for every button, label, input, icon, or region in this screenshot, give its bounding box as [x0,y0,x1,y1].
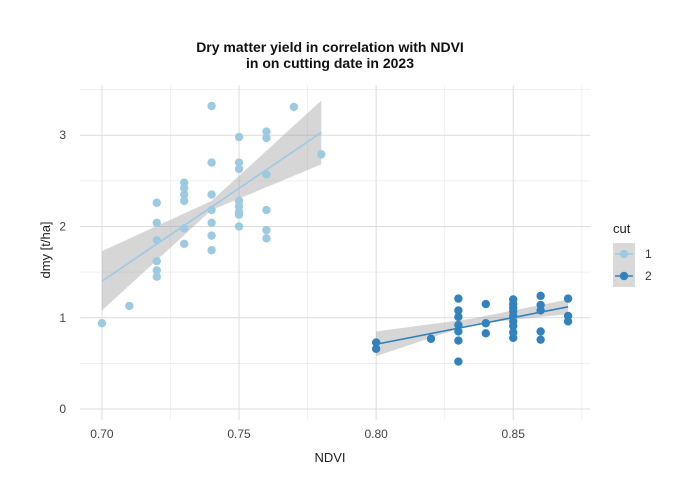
data-point-cut-1 [207,231,216,240]
fit-line-cut-2 [375,306,569,346]
fit-lines [101,131,569,346]
legend: cut 1 2 [613,221,652,287]
data-point-cut-2 [454,357,463,366]
data-point-cut-1 [152,218,161,228]
data-point-cut-2 [536,327,545,336]
data-point-cut-1 [152,272,161,281]
y-axis-ticks: 0 1 2 3 [59,128,66,416]
y-axis-title: dmy [t/ha] [38,221,53,278]
confidence-ribbon-cut-1 [101,100,322,311]
data-point-cut-2 [509,321,518,331]
x-tick-label: 0.85 [502,427,526,441]
data-point-cut-2 [481,329,491,338]
data-point-cut-1 [125,301,134,311]
data-point-cut-1 [152,266,161,275]
data-point-cut-1 [179,196,189,206]
data-points [97,101,573,366]
data-point-cut-2 [481,299,491,309]
data-point-cut-2 [563,317,573,326]
data-point-cut-1 [179,190,189,199]
y-tick-label: 3 [59,128,66,142]
data-point-cut-2 [563,294,573,303]
legend-title: cut [613,221,631,236]
legend-label-cut-1: 1 [645,247,652,261]
data-point-cut-1 [207,246,216,255]
data-point-cut-2 [509,333,518,343]
data-point-cut-1 [234,222,244,231]
legend-key-point [619,249,629,259]
y-tick-label: 0 [59,402,66,416]
x-tick-label: 0.75 [227,427,251,441]
data-point-cut-1 [152,198,161,207]
data-point-cut-1 [262,127,271,136]
data-point-cut-1 [234,164,244,174]
data-point-cut-2 [454,312,463,322]
legend-key-point [619,271,629,281]
data-point-cut-1 [152,256,161,266]
data-point-cut-2 [454,336,463,345]
chart-title-line-1: Dry matter yield in correlation with NDV… [196,39,464,55]
data-point-cut-1 [234,158,244,167]
x-tick-label: 0.80 [364,427,388,441]
data-point-cut-2 [536,291,545,301]
data-point-cut-1 [317,150,326,159]
data-point-cut-1 [179,183,189,193]
data-point-cut-1 [207,101,216,111]
legend-label-cut-2: 2 [645,269,652,283]
data-point-cut-1 [262,225,271,235]
data-point-cut-1 [262,133,271,143]
data-point-cut-1 [234,132,244,142]
grid-major [80,85,590,420]
data-point-cut-2 [454,294,463,303]
chart-title-line-2: in on cutting date in 2023 [246,55,414,71]
x-axis-ticks: 0.70 0.75 0.80 0.85 [90,427,525,441]
confidence-ribbon-cut-2 [376,299,569,357]
data-point-cut-1 [97,319,107,328]
x-tick-label: 0.70 [90,427,114,441]
fit-line-cut-1 [101,131,322,282]
x-axis-title: NDVI [314,450,345,465]
data-point-cut-1 [179,239,189,249]
data-point-cut-2 [426,334,436,343]
y-tick-label: 1 [59,311,66,325]
data-point-cut-1 [207,218,216,228]
data-point-cut-1 [262,234,271,243]
data-point-cut-1 [262,205,271,215]
data-point-cut-1 [207,190,216,199]
data-point-cut-1 [234,210,244,219]
data-point-cut-2 [454,306,463,315]
data-point-cut-2 [371,344,381,354]
data-point-cut-1 [289,102,299,112]
data-point-cut-1 [262,170,271,179]
y-tick-label: 2 [59,219,66,233]
data-point-cut-1 [207,158,216,167]
data-point-cut-2 [536,335,545,344]
